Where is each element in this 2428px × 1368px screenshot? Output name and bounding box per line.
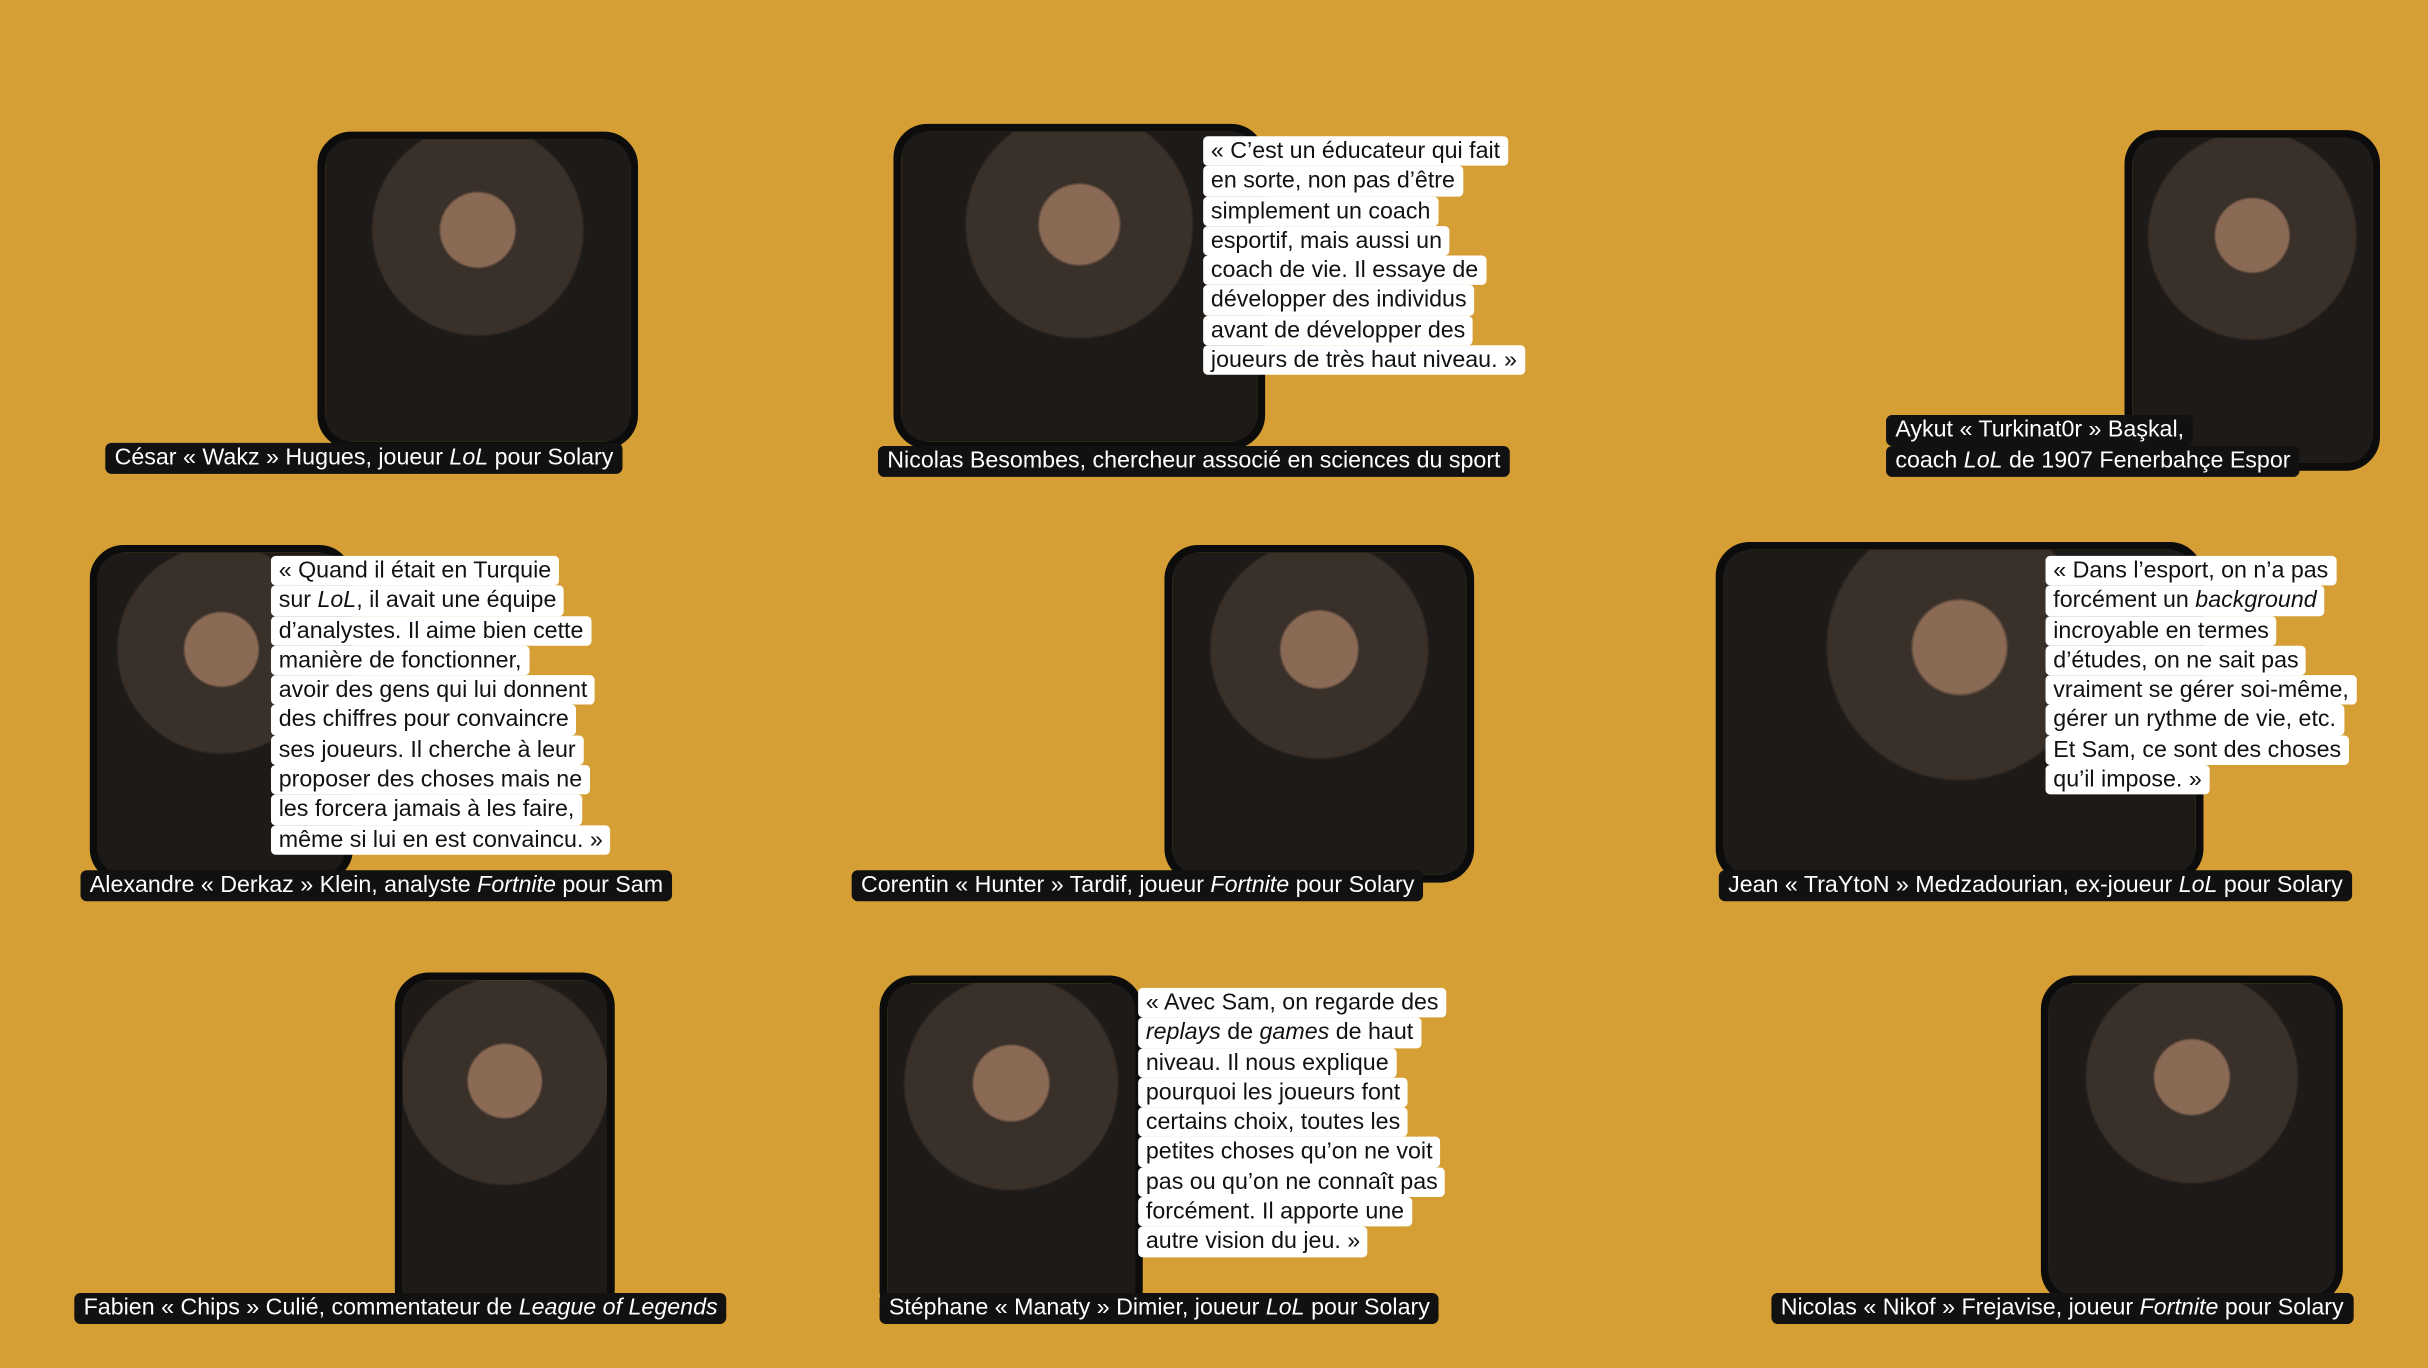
text-run: games	[1259, 1019, 1330, 1046]
caption: Jean « TraYtoN » Medzadourian, ex-joueur…	[1718, 870, 2352, 902]
text-run: Alexandre « Derkaz » Klein, analyste	[89, 871, 478, 899]
photo	[2124, 130, 2380, 471]
quote-line: joueurs de très haut niveau. »	[1203, 345, 1525, 376]
quote-line: proposer des choses mais ne	[270, 765, 590, 795]
quote-line: certains choix, toutes les	[1138, 1107, 1408, 1138]
caption: Fabien « Chips » Culié, commentateur de …	[74, 1292, 727, 1324]
caption: Stéphane « Manaty » Dimier, joueur LoL p…	[879, 1292, 1440, 1324]
text-run: pour Solary	[488, 444, 614, 471]
quote: « Avec Sam, on regarde des replays de gam…	[1138, 987, 1447, 1257]
caption: César « Wakz » Hugues, joueur LoL pour S…	[105, 442, 623, 474]
text-run: César « Wakz » Hugues, joueur	[114, 444, 450, 471]
caption: Nicolas « Nikof » Frejavise, joueur Fort…	[1771, 1292, 2353, 1324]
text-run: League of Legends	[518, 1294, 718, 1321]
text-run: Fortnite	[1210, 871, 1290, 899]
caption-line: Alexandre « Derkaz » Klein, analyste For…	[80, 870, 673, 902]
text-run: Nicolas « Nikof » Frejavise, joueur	[1780, 1294, 2140, 1321]
quote-line: développer des individus	[1203, 285, 1475, 316]
quote-line: pas ou qu’on ne connaît pas	[1138, 1167, 1446, 1198]
text-run: background	[2195, 587, 2317, 614]
quote-line: forcément un background	[2045, 585, 2325, 616]
caption-line: Corentin « Hunter » Tardif, joueur Fortn…	[851, 870, 1424, 902]
text-run: pour Solary	[2218, 1294, 2344, 1321]
quote-line: avant de développer des	[1203, 315, 1474, 346]
quote-line: simplement un coach	[1203, 196, 1439, 226]
quote-line: des chiffres pour convaincre	[270, 705, 577, 736]
text-run: de	[1220, 1019, 1260, 1046]
text-run: replays	[1145, 1019, 1221, 1046]
quote-line: les forcera jamais à les faire,	[270, 794, 583, 825]
quote-line: en sorte, non pas d’être	[1203, 166, 1463, 197]
quote: « C’est un éducateur qui fait en sorte, n…	[1203, 136, 1525, 376]
quote-line: forcément. Il apporte une	[1138, 1197, 1412, 1227]
quote-line: d’analystes. Il aime bien cette	[270, 615, 592, 646]
quote-line: qu’il impose. »	[2045, 765, 2210, 795]
quote-line: pourquoi les joueurs font	[1138, 1077, 1408, 1108]
text-run: Stéphane « Manaty » Dimier, joueur	[888, 1294, 1266, 1321]
photo	[2040, 975, 2343, 1304]
quote-line: autre vision du jeu. »	[1138, 1226, 1368, 1257]
caption-line: Nicolas « Nikof » Frejavise, joueur Fort…	[1771, 1292, 2353, 1324]
text-run: sur	[278, 587, 318, 614]
quote-line: « Quand il était en Turquie	[270, 555, 559, 586]
quote-line: Et Sam, ce sont des choses	[2045, 735, 2349, 766]
quote-line: petites choses qu’on ne voit	[1138, 1137, 1441, 1168]
photo	[879, 975, 1143, 1324]
text-run: Fortnite	[477, 871, 556, 899]
quote-line: manière de fonctionner,	[270, 645, 530, 676]
quote-line: même si lui en est convaincu. »	[270, 824, 611, 855]
text-run: pour Solary	[2217, 871, 2343, 899]
caption-line: César « Wakz » Hugues, joueur LoL pour S…	[105, 442, 623, 474]
quote-line: « C’est un éducateur qui fait	[1203, 136, 1508, 167]
photo	[893, 123, 1266, 450]
caption: Aykut « Turkinat0r » Başkal, coach LoL de…	[1886, 414, 2300, 477]
text-run: forcément un	[2053, 587, 2196, 614]
caption-line: Jean « TraYtoN » Medzadourian, ex-joueur…	[1718, 870, 2352, 902]
text-run: Jean « TraYtoN » Medzadourian, ex-joueur	[1728, 871, 2179, 899]
quote-line: vraiment se gérer soi-même,	[2045, 675, 2357, 706]
quote-line: ses joueurs. Il cherche à leur	[270, 735, 584, 766]
quote-line: avoir des gens qui lui donnent	[270, 675, 596, 706]
text-run: pour Sam	[555, 871, 664, 899]
quote-line: coach de vie. Il essaye de	[1203, 255, 1486, 286]
photo	[394, 972, 615, 1324]
quote-line: d’études, on ne sait pas	[2045, 645, 2307, 676]
text-run: LoL	[317, 587, 357, 614]
text-run: Fortnite	[2139, 1294, 2219, 1321]
text-run: LoL	[2178, 871, 2218, 899]
text-run: Fabien « Chips » Culié, commentateur de	[83, 1294, 519, 1321]
text-run: de 1907 Fenerbahçe Espor	[2002, 447, 2291, 474]
quote-line: niveau. Il nous explique	[1138, 1047, 1397, 1078]
quote-line: sur LoL, il avait une équipe	[270, 585, 565, 616]
caption-line: coach LoL de 1907 Fenerbahçe Espor	[1886, 445, 2300, 477]
text-run: LoL	[1963, 447, 2003, 474]
caption: Alexandre « Derkaz » Klein, analyste For…	[80, 870, 673, 902]
quote-line: gérer un rythme de vie, etc.	[2045, 705, 2344, 736]
text-run: LoL	[1265, 1294, 1305, 1321]
text-run: pour Solary	[1304, 1294, 1430, 1321]
caption-line: Aykut « Turkinat0r » Başkal,	[1886, 414, 2194, 446]
photo	[317, 131, 638, 450]
caption: Corentin « Hunter » Tardif, joueur Fortn…	[851, 870, 1424, 902]
quote-line: incroyable en termes	[2045, 615, 2277, 646]
caption: Nicolas Besombes, chercheur associé en s…	[877, 445, 1510, 477]
quote-line: « Avec Sam, on regarde des	[1138, 987, 1447, 1018]
photo	[1164, 545, 1475, 883]
text-run: pour Solary	[1289, 871, 1415, 899]
text-run: , il avait une équipe	[356, 587, 557, 614]
quote-line: esportif, mais aussi un	[1203, 225, 1450, 256]
quote: « Dans l’esport, on n’a pas forcément un …	[2045, 555, 2357, 795]
caption-line: Stéphane « Manaty » Dimier, joueur LoL p…	[879, 1292, 1440, 1324]
caption-line: Nicolas Besombes, chercheur associé en s…	[877, 445, 1510, 477]
quote-line: « Dans l’esport, on n’a pas	[2045, 555, 2337, 586]
text-run: de haut	[1329, 1019, 1414, 1046]
quote: « Quand il était en Turquie sur LoL, il a…	[270, 555, 611, 855]
text-run: coach	[1895, 447, 1964, 474]
caption-line: Fabien « Chips » Culié, commentateur de …	[74, 1292, 727, 1324]
text-run: LoL	[449, 444, 489, 471]
quote-line: replays de games de haut	[1138, 1017, 1421, 1048]
text-run: Corentin « Hunter » Tardif, joueur	[860, 871, 1211, 899]
